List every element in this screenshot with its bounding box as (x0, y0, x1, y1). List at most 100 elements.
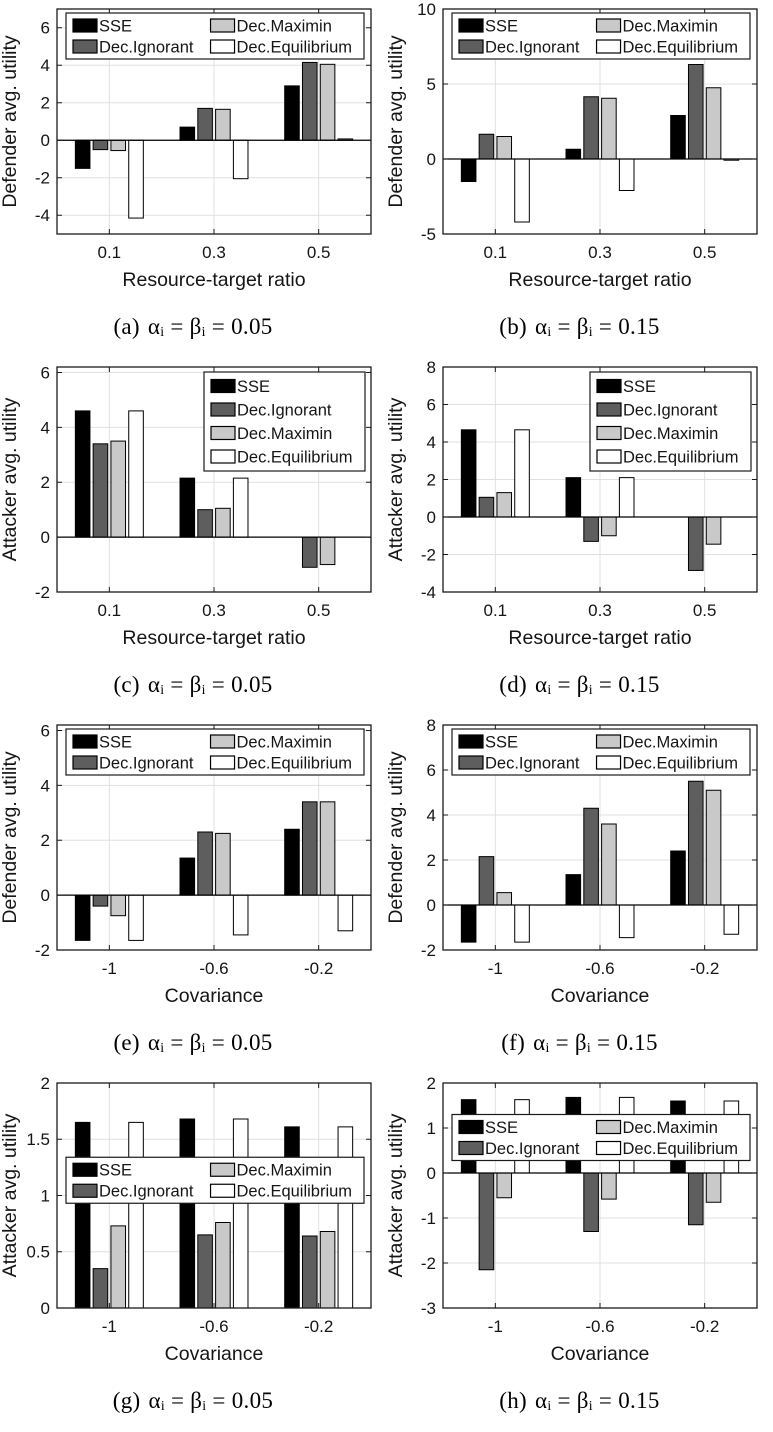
bar-Dec.Maximin-0.3 (601, 97, 617, 160)
legend: SSE Dec.Ignorant Dec.Maximin Dec.Equilibriu… (203, 371, 366, 472)
legend-label-Dec.Maximin: Dec.Maximin (237, 733, 332, 751)
bars (74, 61, 354, 219)
panel-d: -4 -2 0 2 4 6 8 0.1 0.3 0.5 Resource-target ratio A… (385, 358, 773, 716)
bars (460, 64, 740, 223)
bar-Dec.Maximin--0.6 (601, 1172, 617, 1200)
y-axis-label: Defender avg. utility (0, 35, 21, 208)
chart-e: -2 0 2 4 6 -1 -0.6 -0.2 Covariance Defender avg. … (0, 716, 386, 1024)
tick-marks (57, 725, 371, 951)
chart-svg-h: -3 -2 -1 0 1 2 -1 -0.6 -0.2 Covariance Attacker av… (385, 1074, 758, 1365)
panel-e: -2 0 2 4 6 -1 -0.6 -0.2 Covariance Defender avg. … (0, 716, 386, 1074)
bar-SSE-0.1 (74, 139, 91, 169)
bar-Dec.Ignorant-0.1 (478, 133, 495, 160)
bar-Dec.Ignorant-0.5 (687, 516, 704, 571)
y-axis-label: Attacker avg. utility (386, 1113, 407, 1277)
y-tick-label: 4 (41, 56, 50, 75)
y-tick-label: 0 (427, 1164, 436, 1183)
y-axis-label: Attacker avg. utility (0, 397, 21, 561)
caption-d-formula: αᵢ = βᵢ = 0.15 (535, 672, 660, 697)
caption-c: (c) αᵢ = βᵢ = 0.05 (0, 666, 386, 698)
legend-swatch-Dec.Maximin (595, 1119, 622, 1135)
x-tick-label: -0.6 (199, 1317, 228, 1336)
x-tick-label: 0.3 (588, 601, 612, 620)
legend-swatch-Dec.Ignorant (72, 1183, 98, 1198)
y-axis-label: Defender avg. utility (386, 751, 407, 924)
bar-Dec.Maximin-0.3 (601, 516, 617, 537)
y-tick-label: 0 (427, 150, 436, 169)
legend-label-Dec.Ignorant: Dec.Ignorant (99, 754, 194, 772)
caption-g-formula: αᵢ = βᵢ = 0.05 (148, 1388, 274, 1413)
x-tick-label: -0.2 (690, 959, 719, 978)
legend-label-Dec.Ignorant: Dec.Ignorant (99, 1183, 194, 1201)
legend-label-Dec.Equilibrium: Dec.Equilibrium (623, 754, 739, 772)
legend-swatch-Dec.Ignorant (72, 755, 98, 770)
caption-e-formula: αᵢ = βᵢ = 0.05 (147, 1030, 273, 1055)
bar-SSE-0.3 (179, 126, 196, 141)
y-tick-label: -1 (421, 1209, 436, 1228)
bar-Dec.Ignorant--1 (478, 1172, 495, 1271)
legend-label-SSE: SSE (237, 378, 270, 396)
bar-Dec.Maximin--0.6 (215, 1222, 231, 1309)
legend-swatch-SSE (458, 1119, 484, 1135)
caption-e-label: (e) (113, 1030, 140, 1055)
bar-Dec.Equilibrium-0.1 (128, 139, 144, 219)
x-tick-label: -0.6 (199, 959, 228, 978)
bar-Dec.Ignorant-0.1 (92, 443, 109, 538)
tick-marks (57, 367, 371, 593)
x-tick-label: -1 (488, 1317, 503, 1336)
bar-SSE--0.2 (284, 1126, 300, 1309)
bar-Dec.Equilibrium--0.6 (232, 894, 249, 936)
bar-Dec.Ignorant-0.1 (478, 496, 495, 518)
y-tick-label: -2 (35, 583, 50, 602)
legend-swatch-SSE (210, 378, 236, 394)
caption-f-formula: αᵢ = βᵢ = 0.15 (533, 1030, 658, 1055)
legend-label-Dec.Equilibrium: Dec.Equilibrium (237, 754, 353, 772)
legend-label-Dec.Maximin: Dec.Maximin (623, 425, 718, 443)
legend: SSE Dec.Ignorant Dec.Maximin Dec.Equilibriu… (65, 1156, 365, 1204)
y-tick-label: 4 (427, 433, 436, 452)
bar-Dec.Maximin--0.2 (705, 1172, 722, 1203)
bar-Dec.Ignorant-0.3 (197, 107, 213, 141)
tick-marks (443, 1082, 757, 1309)
bar-Dec.Maximin--1 (110, 894, 127, 917)
bar-Dec.Maximin--0.6 (601, 823, 617, 906)
caption-f: (f) αᵢ = βᵢ = 0.15 (386, 1024, 773, 1056)
y-tick-label: 0 (427, 508, 436, 527)
legend-label-Dec.Ignorant: Dec.Ignorant (485, 754, 580, 772)
tick-marks (443, 8, 757, 235)
bar-Dec.Ignorant-0.5 (687, 64, 704, 160)
legend-swatch-Dec.Equilibrium (595, 755, 622, 770)
y-axis-label: Attacker avg. utility (386, 397, 407, 561)
legend-swatch-Dec.Ignorant (458, 1140, 484, 1156)
tick-marks (443, 366, 757, 593)
panel-f: -2 0 2 4 6 8 -1 -0.6 -0.2 Covariance Defender avg.… (385, 716, 773, 1074)
bar-Dec.Ignorant--0.6 (197, 831, 213, 896)
bar-Dec.Ignorant--0.2 (687, 780, 704, 906)
panel-c: -2 0 2 4 6 0.1 0.3 0.5 Resource-target ratio Atta… (0, 358, 386, 716)
legend-label-Dec.Maximin: Dec.Maximin (237, 425, 332, 443)
chart-g: 0 0.5 1 1.5 2 -1 -0.6 -0.2 Covariance Attacker av… (0, 1074, 386, 1382)
bar-Dec.Ignorant--0.2 (301, 1235, 318, 1309)
chart-h: -3 -2 -1 0 1 2 -1 -0.6 -0.2 Covariance Attacker av… (385, 1074, 772, 1382)
y-tick-label: 0 (41, 528, 50, 547)
bar-Dec.Maximin-0.5 (705, 87, 722, 160)
bar-Dec.Maximin--1 (496, 1172, 513, 1199)
x-tick-label: 0.1 (484, 243, 508, 262)
legend-label-SSE: SSE (485, 1119, 518, 1137)
bars (460, 429, 722, 571)
y-tick-label: 6 (41, 363, 50, 382)
y-tick-label: 1 (41, 1186, 50, 1205)
x-axis-label: Resource-target ratio (122, 627, 305, 649)
x-tick-label: 0.5 (307, 243, 331, 262)
x-tick-label: 0.5 (307, 601, 331, 620)
legend-swatch-Dec.Equilibrium (595, 39, 622, 54)
y-tick-label: 0 (41, 886, 50, 905)
chart-svg-f: -2 0 2 4 6 8 -1 -0.6 -0.2 Covariance Defender avg.… (385, 716, 758, 1007)
caption-a: (a) αᵢ = βᵢ = 0.05 (0, 308, 386, 340)
x-tick-label: 0.5 (693, 243, 717, 262)
caption-g: (g) αᵢ = βᵢ = 0.05 (0, 1382, 386, 1414)
